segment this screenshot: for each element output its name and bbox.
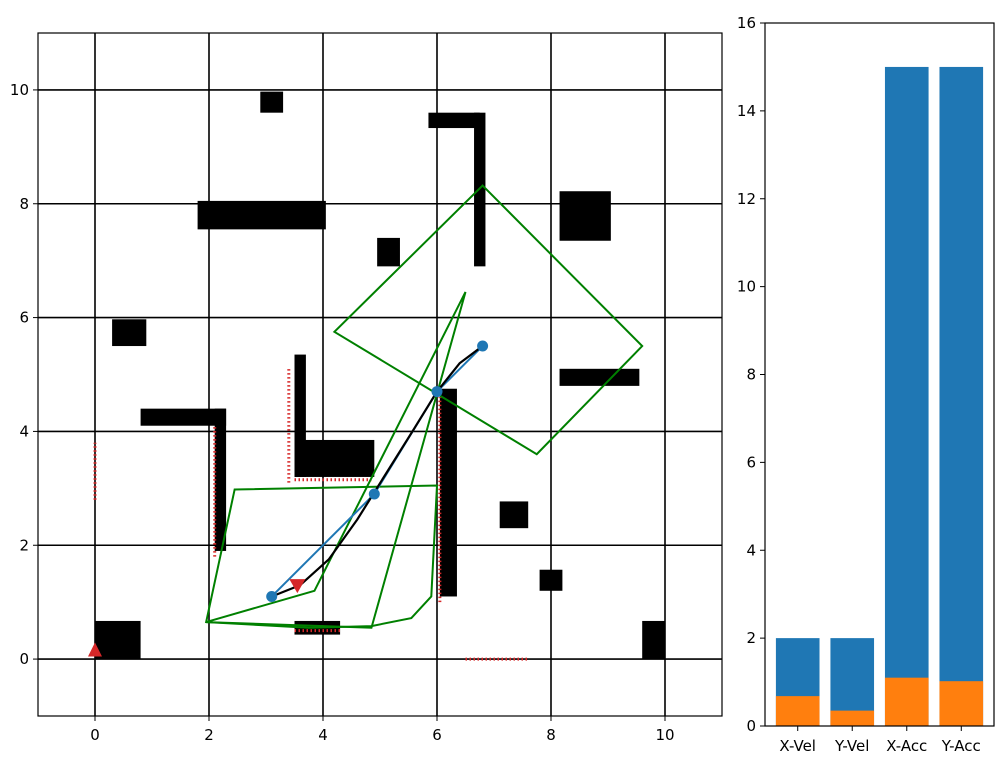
y-tick-label: 2 xyxy=(746,629,756,647)
bar xyxy=(939,681,984,726)
bar xyxy=(830,710,875,726)
bar xyxy=(884,677,929,726)
obstacle xyxy=(377,237,400,267)
obstacle xyxy=(642,620,665,660)
obstacle xyxy=(559,191,611,241)
x-tick-label: X-Vel xyxy=(779,737,816,755)
map-chart: 0 2 4 6 8 10 0 2 4 6 8 10 xyxy=(10,32,723,744)
y-tick-label: 2 xyxy=(19,536,29,554)
obstacle xyxy=(539,569,563,591)
y-tick-label: 10 xyxy=(737,278,756,296)
y-tick-label: 10 xyxy=(10,81,29,99)
y-tick-label: 16 xyxy=(737,14,756,32)
obstacle xyxy=(294,354,306,477)
x-tick-label: 8 xyxy=(546,726,556,744)
plot-frame xyxy=(37,32,723,717)
x-tick-label: 6 xyxy=(432,726,442,744)
safe-region-polygon xyxy=(204,484,439,629)
y-tick-label: 4 xyxy=(19,422,29,440)
x-tick-label: 2 xyxy=(204,726,214,744)
y-tick-label: 4 xyxy=(746,541,756,559)
y-tick-label: 8 xyxy=(746,366,756,384)
y-tick-label: 0 xyxy=(19,650,29,668)
x-tick-label: 4 xyxy=(318,726,328,744)
bar xyxy=(884,66,929,726)
obstacle xyxy=(214,408,227,551)
obstacle xyxy=(499,501,529,529)
obstacle xyxy=(428,112,480,129)
x-tick-label: Y-Acc xyxy=(941,737,981,755)
obstacle xyxy=(112,319,147,347)
waypoint-marker xyxy=(431,386,443,398)
trajectory xyxy=(271,345,484,598)
y-tick-label: 8 xyxy=(19,195,29,213)
robot-marker xyxy=(289,579,306,594)
obstacle xyxy=(197,200,326,230)
waypoint-marker xyxy=(477,340,489,352)
obstacle xyxy=(260,91,284,113)
bar xyxy=(775,696,820,726)
y-tick-label: 6 xyxy=(746,453,756,471)
waypoint-marker xyxy=(368,488,380,500)
x-tick-label: 0 xyxy=(90,726,100,744)
x-tick-label: X-Acc xyxy=(886,737,927,755)
bar-chart: 0 2 4 6 8 10 12 14 16 X-Vel Y-Vel X-Acc Y-Acc xyxy=(737,14,995,755)
waypoint-marker xyxy=(266,590,278,602)
x-tick-label: 10 xyxy=(655,726,674,744)
y-tick-label: 12 xyxy=(737,190,756,208)
y-tick-label: 14 xyxy=(737,102,756,120)
obstacle xyxy=(294,439,375,477)
obstacle xyxy=(140,408,227,426)
y-tick-label: 0 xyxy=(746,717,756,735)
obstacle xyxy=(95,620,141,660)
obstacle xyxy=(559,368,640,386)
x-tick-label: Y-Vel xyxy=(834,737,869,755)
start-marker xyxy=(88,642,102,657)
bar xyxy=(939,66,984,726)
y-tick-label: 6 xyxy=(19,309,29,327)
obstacle xyxy=(439,388,457,597)
safe-region-polygon xyxy=(332,184,644,456)
